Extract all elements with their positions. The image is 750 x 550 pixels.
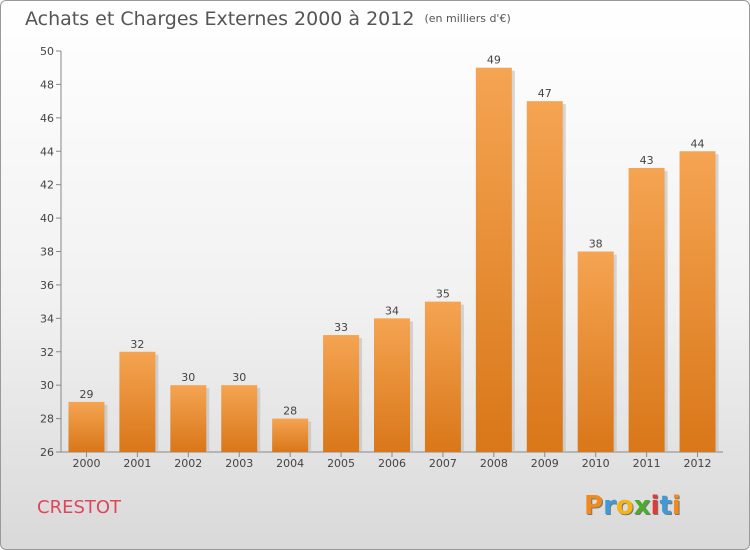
y-tick-label: 36	[40, 279, 54, 292]
x-tick-label-2006: 2006	[378, 457, 406, 470]
data-label-2010: 38	[589, 238, 603, 251]
logo-letter: P	[584, 491, 604, 521]
logo-letter: x	[633, 491, 651, 521]
data-label-2003: 30	[232, 371, 246, 384]
y-tick-label: 28	[40, 413, 54, 426]
data-label-2011: 43	[640, 154, 654, 167]
y-tick-label: 42	[40, 179, 54, 192]
bar-2009	[526, 101, 563, 452]
y-tick-label: 34	[40, 312, 54, 325]
bar-2002	[170, 385, 207, 452]
x-tick-label-2005: 2005	[327, 457, 355, 470]
y-tick-label: 26	[40, 446, 54, 459]
bar-2004	[272, 418, 309, 452]
y-tick-label: 44	[40, 145, 54, 158]
data-label-2000: 29	[79, 388, 93, 401]
chart-unit: (en milliers d'€)	[424, 12, 511, 25]
chart-title: Achats et Charges Externes 2000 à 2012 (e…	[25, 8, 511, 30]
bar-2008	[475, 67, 512, 452]
data-label-2004: 28	[283, 405, 297, 418]
chart-title-text: Achats et Charges Externes 2000 à 2012	[25, 8, 415, 30]
data-label-2009: 47	[538, 87, 552, 100]
y-tick-label: 46	[40, 112, 54, 125]
bar-2011	[628, 167, 665, 453]
bar-2007	[424, 301, 461, 452]
x-tick-label-2004: 2004	[276, 457, 304, 470]
x-tick-label-2001: 2001	[123, 457, 151, 470]
y-tick-label: 30	[40, 379, 54, 392]
x-tick-label-2000: 2000	[72, 457, 100, 470]
x-tick-label-2012: 2012	[684, 457, 712, 470]
logo-letter: r	[603, 491, 616, 521]
y-tick-label: 48	[40, 78, 54, 91]
bar-2012	[679, 151, 716, 452]
data-label-2002: 30	[181, 371, 195, 384]
logo-letter: i	[671, 491, 681, 521]
bar-2005	[323, 335, 360, 452]
x-tick-label-2008: 2008	[480, 457, 508, 470]
bar-2001	[119, 351, 156, 452]
x-tick-label-2011: 2011	[633, 457, 661, 470]
bars	[68, 67, 719, 453]
logo-letter: i	[650, 491, 660, 521]
x-tick-label-2007: 2007	[429, 457, 457, 470]
data-label-2005: 33	[334, 321, 348, 334]
commune-name: CRESTOT	[37, 497, 122, 518]
data-label-2012: 44	[691, 137, 705, 150]
x-tick-label-2003: 2003	[225, 457, 253, 470]
data-label-2001: 32	[130, 338, 144, 351]
logo-letter: o	[615, 491, 634, 521]
y-tick-label: 38	[40, 246, 54, 259]
x-tick-label-2009: 2009	[531, 457, 559, 470]
y-tick-label: 40	[40, 212, 54, 225]
x-tick-label-2002: 2002	[174, 457, 202, 470]
bar-2003	[221, 385, 258, 452]
proxiti-logo: Proxiti	[584, 491, 681, 521]
x-tick-label-2010: 2010	[582, 457, 610, 470]
y-tick-label: 50	[40, 45, 54, 58]
data-label-2006: 34	[385, 304, 399, 317]
bar-2000	[68, 401, 105, 452]
data-label-2008: 49	[487, 54, 501, 67]
bar-2010	[577, 251, 614, 452]
y-tick-label: 32	[40, 346, 54, 359]
labels: 2000 29 2001 32 2002 30 2003 30 2004 28 2005 33 2006…	[72, 54, 711, 470]
data-label-2007: 35	[436, 288, 450, 301]
bar-2006	[374, 318, 410, 452]
logo-letter: t	[659, 491, 672, 521]
